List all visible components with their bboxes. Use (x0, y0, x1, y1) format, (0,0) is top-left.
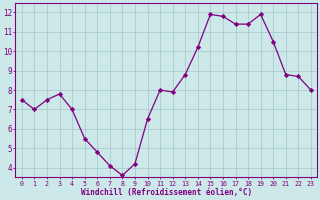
X-axis label: Windchill (Refroidissement éolien,°C): Windchill (Refroidissement éolien,°C) (81, 188, 252, 197)
